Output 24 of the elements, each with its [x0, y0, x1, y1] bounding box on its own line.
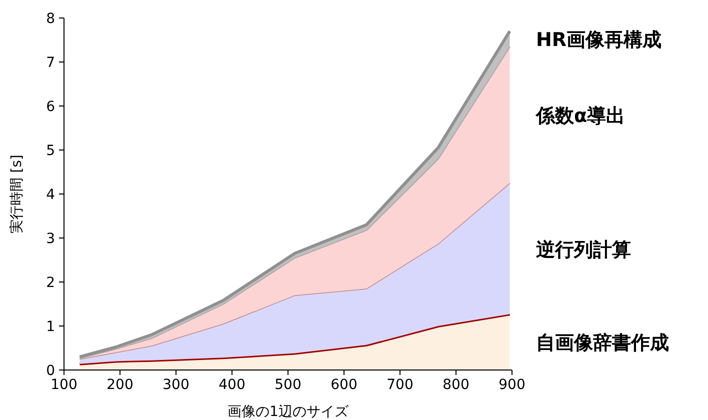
y-tick-label: 7 [46, 54, 55, 71]
x-tick-label: 500 [274, 376, 302, 393]
y-tick-label: 2 [46, 274, 55, 291]
series-label: HR画像再構成 [536, 28, 662, 53]
x-tick-label: 400 [218, 376, 246, 393]
y-axis-title: 実行時間 [s] [8, 154, 25, 234]
series-label: 逆行列計算 [536, 238, 631, 263]
y-tick-label: 1 [46, 318, 55, 335]
series-label: 自画像辞書作成 [536, 331, 669, 356]
y-tick-label: 6 [46, 98, 56, 115]
x-tick-label: 800 [442, 376, 470, 393]
x-tick-label: 100 [50, 376, 78, 393]
y-tick-label: 3 [46, 230, 55, 247]
y-tick-label: 8 [46, 10, 55, 27]
x-tick-label: 700 [386, 376, 414, 393]
x-tick-label: 600 [330, 376, 358, 393]
y-tick-label: 5 [46, 142, 55, 159]
y-tick-label: 4 [46, 186, 56, 203]
y-tick-label: 0 [46, 362, 55, 379]
x-axis-title: 画像の1辺のサイズ [228, 404, 350, 420]
series-label: 係数α導出 [536, 104, 626, 129]
x-tick-label: 900 [498, 376, 526, 393]
x-tick-label: 300 [162, 376, 190, 393]
x-tick-label: 200 [106, 376, 134, 393]
